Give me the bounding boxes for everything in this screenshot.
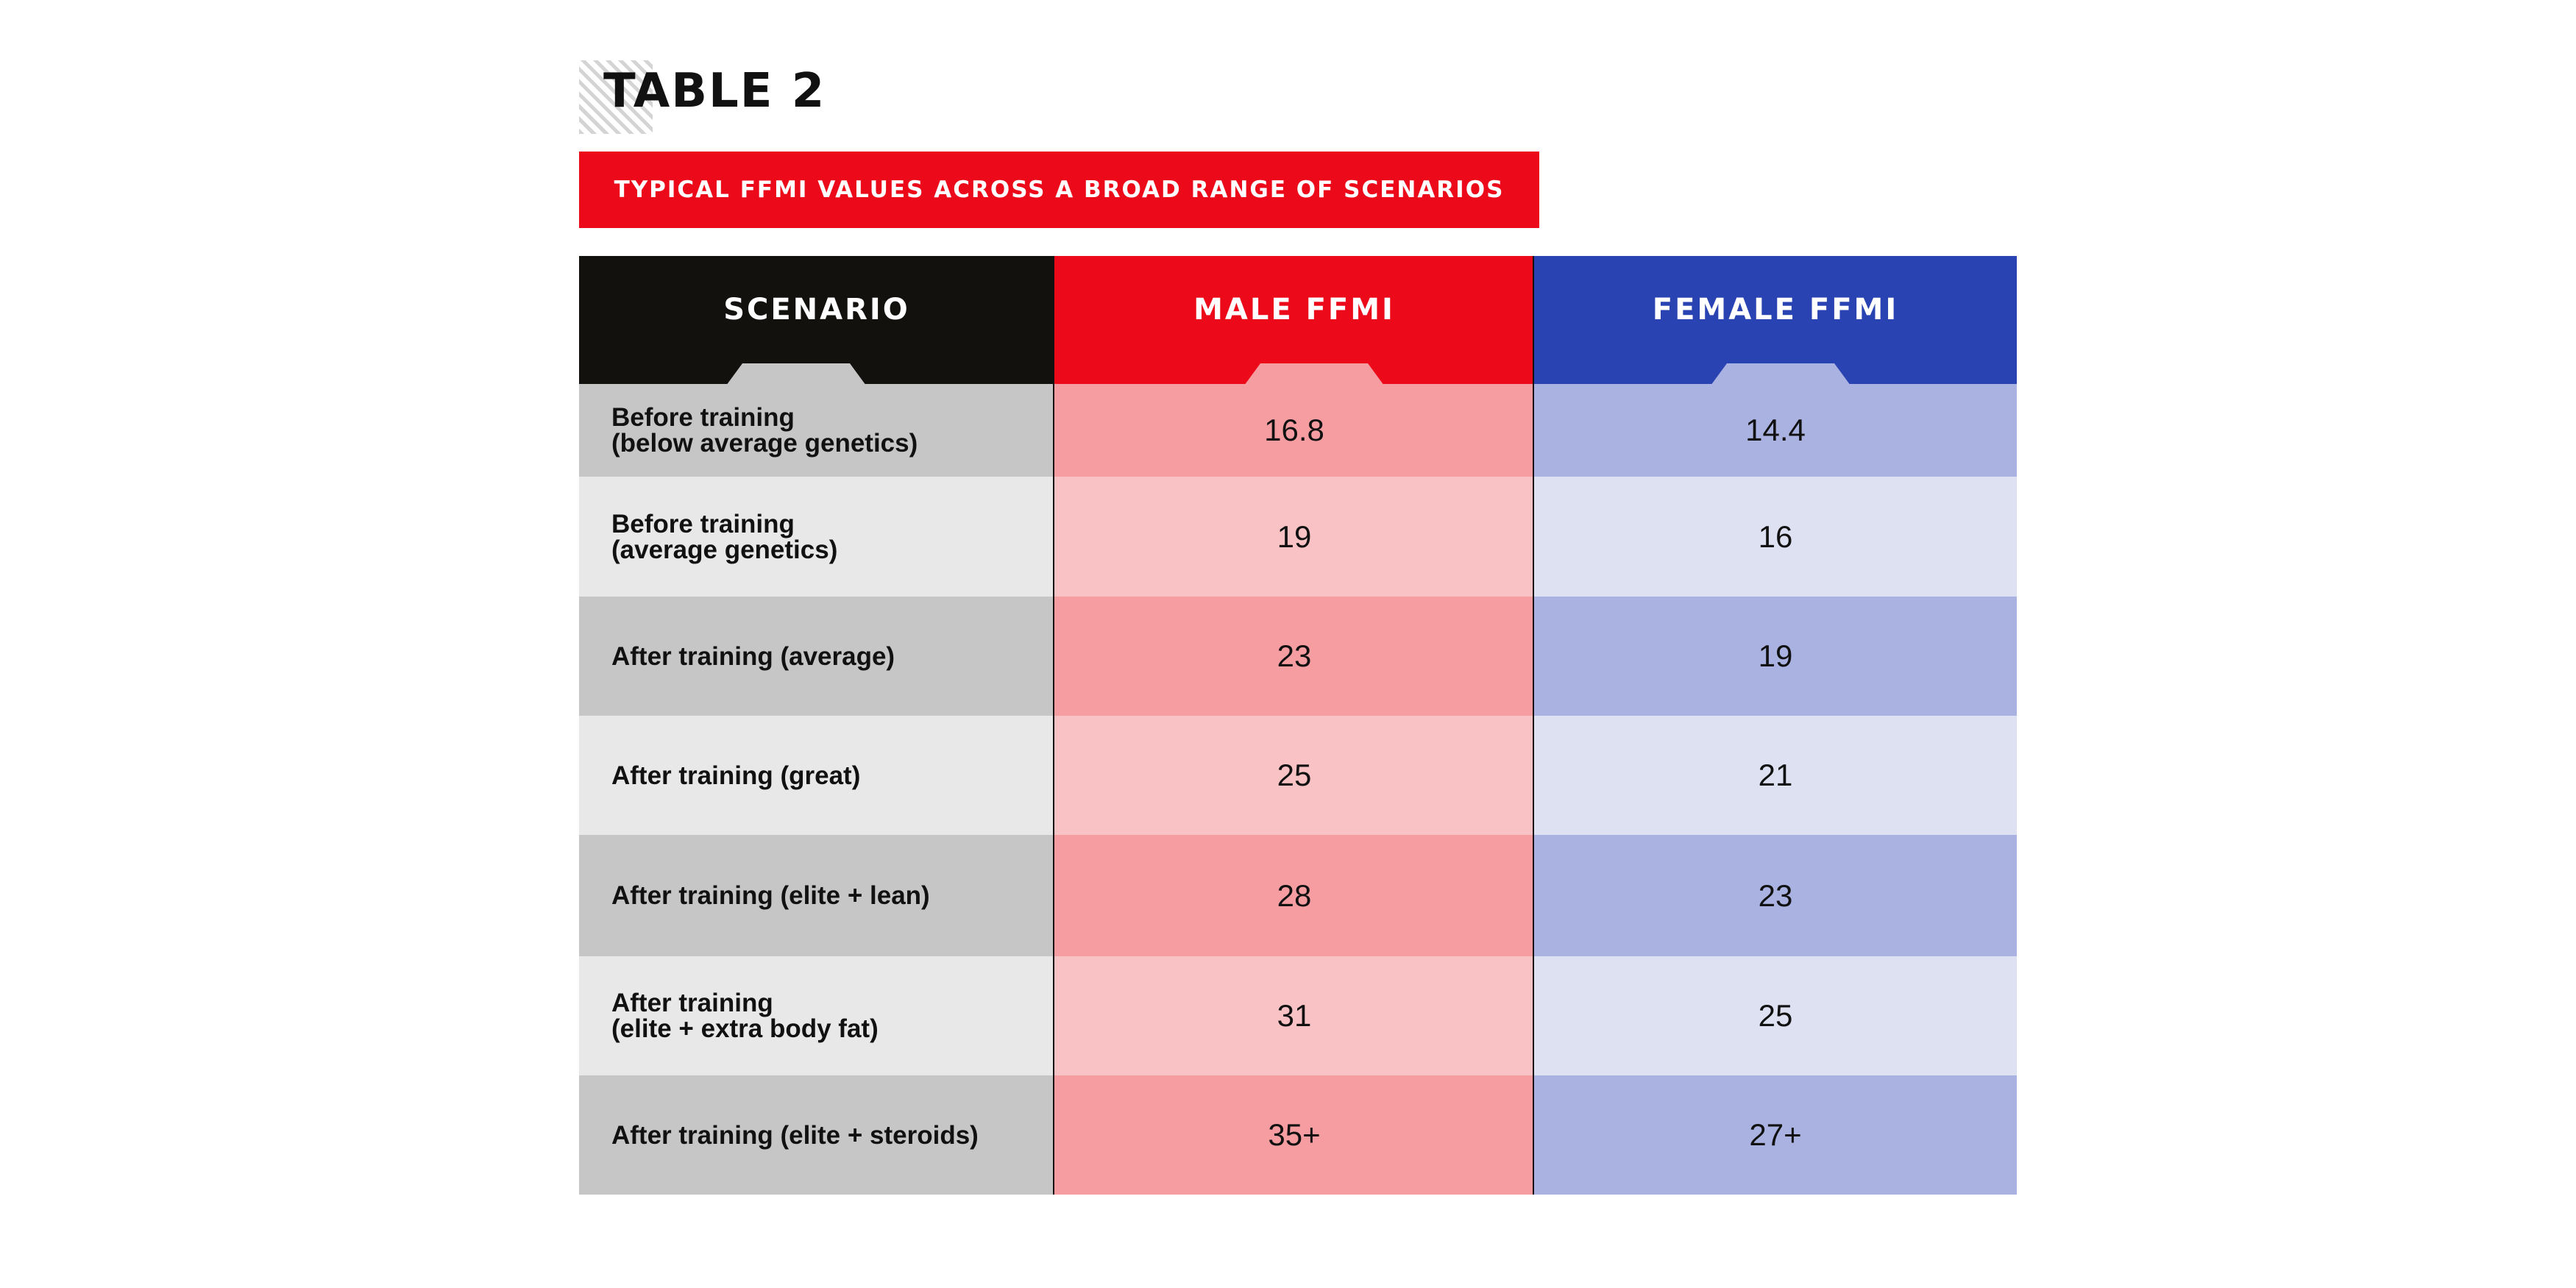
table-cell-male-ffmi: 16.8 [1054, 384, 1534, 477]
column-divider [1053, 256, 1054, 1195]
table-cell-male-ffmi: 25 [1054, 716, 1534, 835]
table-title-block: TABLE 2 [579, 60, 1021, 134]
table-cell-scenario: Before training (below average genetics) [579, 384, 1054, 477]
table-cell-male-ffmi: 23 [1054, 597, 1534, 716]
table-cell-male-ffmi: 35+ [1054, 1075, 1534, 1195]
table-cell-scenario: After training (great) [579, 716, 1054, 835]
header-tab-notch [726, 363, 866, 384]
table-cell-male-ffmi: 19 [1054, 477, 1534, 597]
header-tab-notch [1711, 363, 1851, 384]
table-cell-scenario: After training (elite + extra body fat) [579, 956, 1054, 1075]
table-cell-female-ffmi: 21 [1534, 716, 2017, 835]
table-cell-female-ffmi: 25 [1534, 956, 2017, 1075]
column-header-male-ffmi: MALE FFMI [1054, 256, 1534, 384]
column-header-label: MALE FFMI [1193, 293, 1395, 327]
table-cell-male-ffmi: 31 [1054, 956, 1534, 1075]
table-cell-scenario: Before training (average genetics) [579, 477, 1054, 597]
table-cell-female-ffmi: 14.4 [1534, 384, 2017, 477]
header-tab-notch [1244, 363, 1384, 384]
table-cell-female-ffmi: 16 [1534, 477, 2017, 597]
table-cell-scenario: After training (elite + steroids) [579, 1075, 1054, 1195]
hatch-decoration [579, 60, 653, 134]
column-divider [1533, 256, 1534, 1195]
table-cell-female-ffmi: 23 [1534, 835, 2017, 956]
table-cell-female-ffmi: 27+ [1534, 1075, 2017, 1195]
table-cell-male-ffmi: 28 [1054, 835, 1534, 956]
column-header-female-ffmi: FEMALE FFMI [1534, 256, 2017, 384]
table-cell-scenario: After training (elite + lean) [579, 835, 1054, 956]
column-header-label: FEMALE FFMI [1652, 293, 1899, 327]
table-cell-scenario: After training (average) [579, 597, 1054, 716]
table-cell-female-ffmi: 19 [1534, 597, 2017, 716]
table-subtitle-banner: TYPICAL FFMI VALUES ACROSS A BROAD RANGE… [579, 152, 1539, 228]
column-header-label: SCENARIO [723, 293, 910, 327]
column-header-scenario: SCENARIO [579, 256, 1054, 384]
table-title: TABLE 2 [603, 64, 826, 118]
